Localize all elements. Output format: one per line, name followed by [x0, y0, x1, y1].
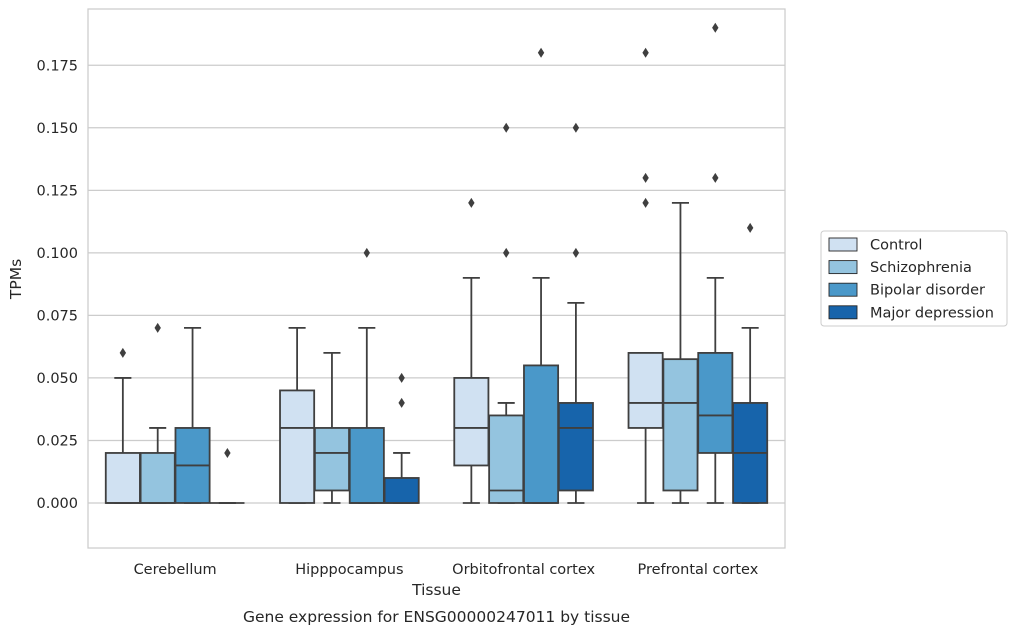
y-tick-labels: 0.000 0.025 0.050 0.075 0.100 0.125 0.150 0.175: [36, 58, 78, 512]
x-tick-label: Hipppocampus: [295, 562, 403, 578]
y-axis-title: TPMs: [7, 259, 25, 300]
box-body: [662, 358, 699, 492]
chart-caption: Gene expression for ENSG00000247011 by t…: [243, 608, 630, 626]
outlier-point: [712, 22, 719, 33]
y-tick-label: 0.075: [36, 308, 78, 324]
outlier-point: [154, 322, 161, 333]
outlier-point: [642, 47, 649, 58]
y-tick-label: 0.000: [36, 496, 78, 512]
outlier-point: [572, 122, 580, 133]
legend-label: Bipolar disorder: [870, 283, 985, 299]
plot-frame: [87, 8, 786, 549]
box-body: [139, 452, 176, 504]
box-bipolar-disorder: [697, 22, 734, 504]
outlier-point: [537, 47, 545, 58]
legend-swatch: [828, 282, 858, 297]
legend-label: Control: [870, 238, 922, 254]
box-major-depression: [383, 372, 420, 504]
x-axis-title: Tissue: [411, 581, 461, 599]
box-body: [313, 427, 350, 492]
box-control: [627, 47, 664, 504]
box-body: [279, 389, 316, 504]
outlier-point: [642, 197, 649, 208]
legend-label: Major depression: [870, 305, 994, 321]
x-tick-label: Cerebellum: [134, 562, 217, 578]
x-tick-label: Orbitofrontal cortex: [452, 562, 595, 578]
box-body: [104, 452, 141, 504]
y-tick-label: 0.175: [36, 58, 78, 74]
box-body: [348, 427, 385, 504]
box-control: [453, 197, 490, 504]
box-body: [523, 364, 560, 504]
y-tick-label: 0.050: [36, 371, 78, 387]
legend: Control Schizophrenia Bipolar disorder Majo…: [820, 230, 1008, 327]
legend-swatch: [828, 237, 858, 252]
box-body: [488, 414, 525, 504]
y-tick-label: 0.100: [36, 246, 78, 262]
outlier-point: [712, 172, 719, 183]
box-major-depression: [732, 222, 769, 504]
y-tick-label: 0.125: [36, 183, 78, 199]
legend-label: Schizophrenia: [870, 260, 972, 276]
outlier-point: [503, 122, 510, 133]
box-schizophrenia: [313, 352, 350, 504]
outlier-point: [398, 397, 405, 408]
x-tick-labels: Cerebellum Hipppocampus Orbitofrontal cort…: [134, 562, 759, 578]
box-body: [697, 352, 734, 454]
outlier-point: [468, 197, 475, 208]
box-major-depression: [210, 447, 245, 504]
outlier-point: [398, 372, 405, 383]
x-tick-label: Prefrontal cortex: [637, 562, 758, 578]
box-body: [627, 352, 664, 429]
box-control: [279, 326, 316, 504]
legend-frame: [820, 230, 1008, 327]
box-bipolar-disorder: [174, 326, 211, 504]
outlier-point: [572, 247, 580, 258]
legend-swatch: [828, 260, 858, 275]
y-tick-label: 0.025: [36, 433, 78, 449]
outlier-point: [642, 172, 649, 183]
box-body: [383, 477, 420, 504]
box-schizophrenia: [139, 322, 176, 504]
outlier-point: [224, 447, 231, 458]
outlier-point: [119, 347, 127, 358]
box-schizophrenia: [662, 201, 699, 504]
box-body: [453, 377, 490, 467]
outlier-point: [503, 247, 510, 258]
y-tick-label: 0.150: [36, 121, 78, 137]
outlier-point: [746, 222, 754, 233]
box-major-depression: [557, 122, 594, 504]
box-schizophrenia: [488, 122, 525, 504]
legend-swatch: [828, 305, 858, 320]
outlier-point: [363, 247, 370, 258]
box-body: [557, 402, 594, 492]
plot-marks: [104, 22, 769, 504]
box-bipolar-disorder: [348, 247, 385, 504]
